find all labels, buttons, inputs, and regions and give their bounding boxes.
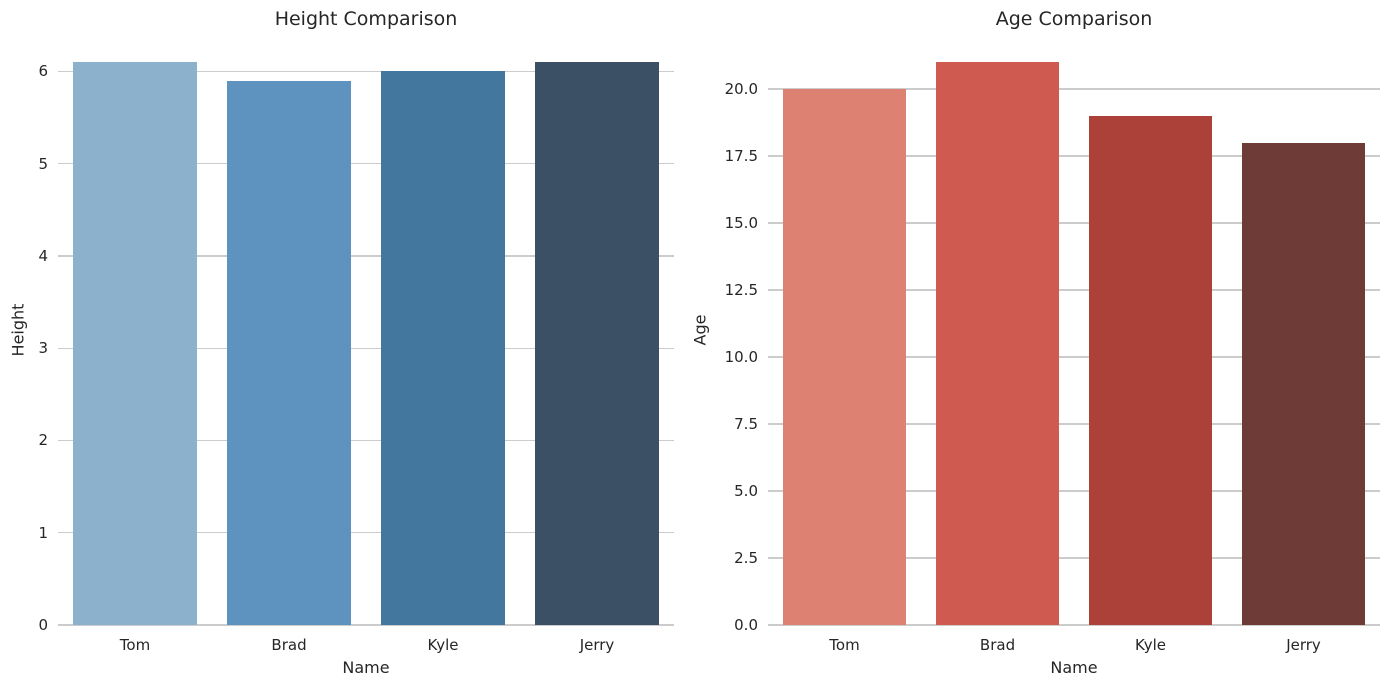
- x-tick-label: Kyle: [1134, 636, 1167, 654]
- x-tick-label: Brad: [979, 636, 1016, 654]
- bar-jerry: [1242, 142, 1365, 625]
- x-tick-label: Brad: [271, 636, 307, 654]
- bar-brad: [936, 62, 1059, 625]
- y-tick-label: 17.5: [724, 146, 758, 165]
- y-tick-label: 4: [38, 246, 48, 265]
- y-tick-label: 10.0: [724, 347, 758, 366]
- x-axis-label: Name: [342, 658, 390, 677]
- gridline: [768, 155, 1380, 157]
- bar-tom: [73, 62, 197, 625]
- gridline: [58, 347, 674, 349]
- gridline: [58, 163, 674, 165]
- y-tick-label: 6: [38, 62, 48, 81]
- gridline: [768, 624, 1380, 626]
- x-tick-label: Jerry: [579, 636, 615, 654]
- gridline: [58, 439, 674, 442]
- y-tick-label: 12.5: [724, 280, 758, 299]
- y-tick-label: 20.0: [724, 79, 758, 98]
- y-tick-label: 2.5: [734, 548, 758, 567]
- gridline: [768, 557, 1380, 559]
- gridline: [58, 624, 674, 626]
- y-tick-label: 15.0: [724, 213, 758, 232]
- chart-title: Height Comparison: [274, 8, 458, 30]
- gridline: [58, 255, 674, 257]
- bar-kyle: [1089, 115, 1212, 625]
- plot-area: [58, 34, 674, 626]
- gridline: [768, 490, 1380, 492]
- gridline: [768, 289, 1380, 291]
- x-tick-label: Jerry: [1286, 636, 1321, 654]
- x-tick-label: Tom: [829, 636, 860, 654]
- gridline: [768, 356, 1380, 358]
- y-axis-label: Age: [690, 314, 710, 346]
- x-axis-label: Name: [1050, 658, 1098, 677]
- gridline: [768, 88, 1380, 90]
- bar-brad: [227, 80, 351, 625]
- plot-area: [768, 34, 1380, 626]
- gridline: [768, 222, 1380, 224]
- gridline: [58, 532, 674, 534]
- x-tick-label: Tom: [119, 636, 151, 654]
- bar-kyle: [381, 71, 505, 625]
- bar-tom: [783, 88, 906, 625]
- y-tick-label: 2: [38, 431, 48, 450]
- chart-title: Age Comparison: [995, 8, 1153, 30]
- y-tick-label: 0.0: [734, 616, 758, 634]
- y-tick-label: 1: [38, 523, 48, 542]
- y-tick-label: 5: [38, 154, 48, 173]
- y-tick-label: 3: [38, 339, 48, 358]
- bar-jerry: [535, 62, 659, 625]
- y-tick-label: 7.5: [734, 414, 758, 433]
- gridline: [58, 70, 674, 73]
- x-tick-label: Kyle: [427, 636, 459, 654]
- y-axis-label: Height: [8, 303, 28, 357]
- y-tick-label: 0: [38, 616, 48, 634]
- gridline: [768, 423, 1380, 425]
- y-tick-label: 5.0: [734, 481, 758, 500]
